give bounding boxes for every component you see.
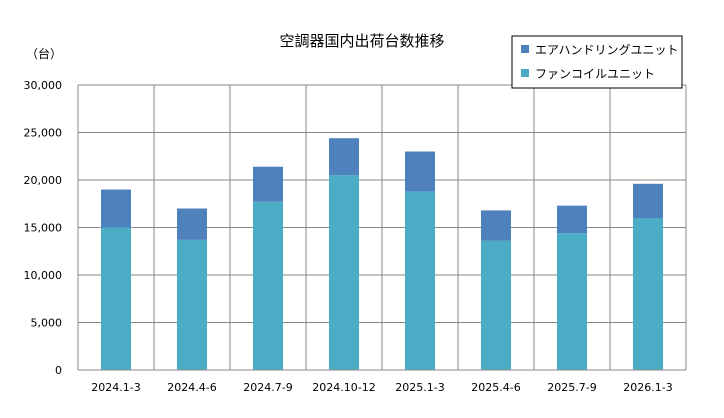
bar-segment-air-handling	[633, 183, 663, 218]
bar-segment-air-handling	[557, 205, 587, 234]
y-axis-unit-label: （台）	[26, 46, 62, 61]
bar-segment-air-handling	[481, 210, 511, 241]
legend-box	[511, 35, 683, 89]
legend-swatch	[521, 69, 529, 77]
bar-segment-fan-coil	[329, 175, 359, 370]
bar-segment-fan-coil	[633, 218, 663, 370]
bar-segment-air-handling	[101, 189, 131, 228]
bar-segment-fan-coil	[557, 233, 587, 370]
bar-segment-air-handling	[329, 138, 359, 176]
bar-segment-air-handling	[253, 166, 283, 202]
bar-segment-fan-coil	[481, 240, 511, 370]
x-tick-labels: 2024.1-3 2024.4-6 2024.7-9 2024.10-12 2025.1…	[91, 381, 672, 394]
y-tick-label: 20,000	[24, 174, 63, 187]
y-tick-labels: 0 5,000 10,000 15,000 20,000 25,000 30,000	[24, 79, 63, 377]
legend-label: ファンコイルユニット	[535, 67, 655, 81]
y-tick-label: 5,000	[31, 317, 63, 330]
y-tick-label: 30,000	[24, 79, 63, 92]
x-tick-label: 2024.10-12	[312, 381, 375, 394]
y-tick-label: 0	[55, 364, 62, 377]
x-tick-label: 2025.1-3	[395, 381, 444, 394]
bar-segment-fan-coil	[405, 191, 435, 370]
x-tick-label: 2024.4-6	[167, 381, 216, 394]
bar-segment-fan-coil	[101, 227, 131, 370]
x-tick-label: 2024.1-3	[91, 381, 140, 394]
x-tick-label: 2025.7-9	[547, 381, 596, 394]
bar-segment-air-handling	[405, 151, 435, 192]
y-tick-label: 10,000	[24, 269, 63, 282]
gridlines	[77, 84, 687, 371]
bar-segment-fan-coil	[177, 239, 207, 370]
legend-label: エアハンドリングユニット	[535, 43, 679, 57]
bars	[101, 138, 663, 370]
chart-title: 空調器国内出荷台数推移	[279, 32, 444, 50]
legend-swatch	[521, 45, 529, 53]
y-tick-label: 15,000	[24, 222, 63, 235]
bar-segment-air-handling	[177, 208, 207, 240]
x-tick-label: 2026.1-3	[623, 381, 672, 394]
x-tick-label: 2024.7-9	[243, 381, 292, 394]
axes	[77, 85, 686, 371]
y-tick-label: 25,000	[24, 127, 63, 140]
x-tick-label: 2025.4-6	[471, 381, 520, 394]
bar-segment-fan-coil	[253, 201, 283, 370]
